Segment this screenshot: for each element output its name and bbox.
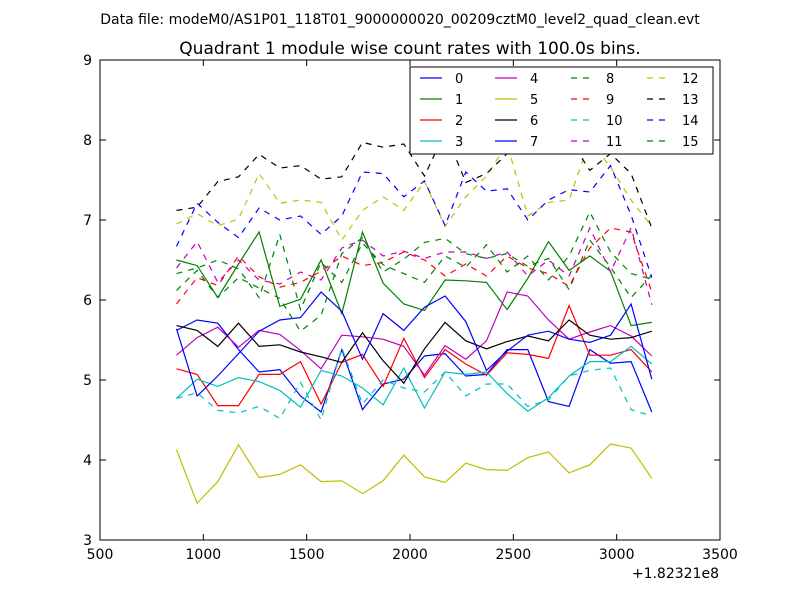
- x-tick-label: 2500: [496, 547, 532, 563]
- legend-label-10: 10: [606, 114, 623, 129]
- y-tick-label: 7: [83, 213, 92, 229]
- y-tick-label: 4: [83, 453, 92, 469]
- legend-label-13: 13: [682, 93, 699, 108]
- legend-label-12: 12: [682, 72, 699, 87]
- legend-label-7: 7: [530, 135, 538, 150]
- legend-label-0: 0: [455, 72, 463, 87]
- series-line-6: [176, 319, 652, 385]
- legend-label-4: 4: [530, 72, 538, 87]
- series-line-4: [176, 291, 653, 377]
- legend-label-15: 15: [682, 135, 699, 150]
- x-tick-label: 3000: [599, 547, 635, 563]
- legend-label-3: 3: [455, 135, 463, 150]
- x-tick-label: 2000: [392, 547, 428, 563]
- legend-label-6: 6: [530, 114, 538, 129]
- plot-series-group: [175, 130, 653, 505]
- series-line-10: [176, 346, 652, 422]
- legend-label-14: 14: [682, 114, 699, 129]
- y-tick-label: 5: [83, 373, 92, 389]
- x-tick-label: 1500: [289, 547, 325, 563]
- x-tick-label: 3500: [702, 547, 738, 563]
- series-line-7: [175, 291, 653, 398]
- series-line-8: [176, 236, 653, 333]
- series-line-12: [176, 138, 653, 242]
- y-tick-label: 9: [83, 53, 92, 69]
- series-line-14: [175, 164, 653, 278]
- series-line-5: [175, 443, 653, 505]
- series-line-15: [176, 210, 652, 312]
- y-tick-label: 6: [83, 293, 92, 309]
- series-line-1: [176, 230, 652, 327]
- x-tick-label: 1000: [186, 547, 222, 563]
- series-line-11: [176, 226, 653, 305]
- legend-label-5: 5: [530, 93, 538, 108]
- legend-label-11: 11: [606, 135, 623, 150]
- legend-label-1: 1: [455, 93, 463, 108]
- series-line-3: [176, 345, 653, 412]
- x-axis-offset-label: +1.82321e8: [632, 566, 719, 582]
- series-line-9: [176, 227, 653, 305]
- axis-ticks: 500 1000 1500 2000 2500 3000 3500 3 4 5 6 7 8 9: [83, 53, 738, 563]
- legend-label-2: 2: [455, 114, 463, 129]
- legend-label-8: 8: [606, 72, 614, 87]
- y-tick-label: 8: [83, 133, 92, 149]
- y-tick-label: 3: [83, 533, 92, 549]
- chart-suptitle: Data file: modeM0/AS1P01_118T01_90000000…: [100, 12, 700, 28]
- chart-title: Quadrant 1 module wise count rates with …: [179, 39, 640, 59]
- x-tick-label: 500: [87, 547, 114, 563]
- series-line-2: [176, 303, 653, 407]
- legend-label-9: 9: [606, 93, 614, 108]
- series-line-0: [176, 319, 653, 413]
- legend-box: [409, 66, 714, 155]
- series-line-13: [176, 130, 653, 229]
